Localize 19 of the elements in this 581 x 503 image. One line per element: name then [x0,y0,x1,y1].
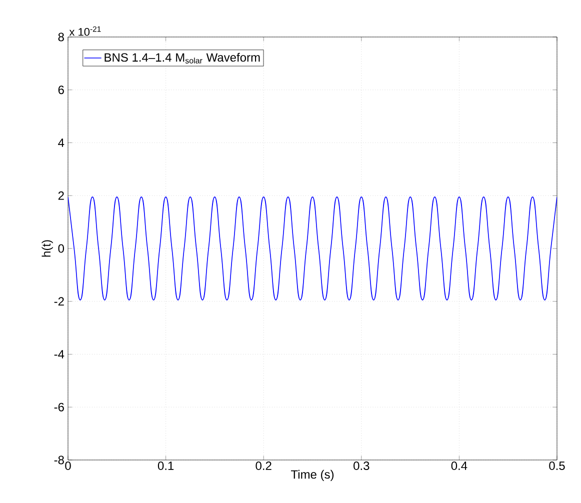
x-tick-label: 0.1 [158,462,174,470]
y-tick-label: 2 [58,191,64,200]
x-axis-title: Time (s) [290,470,334,482]
x-tick-label: 0.2 [256,462,272,470]
y-tick-label: 4 [58,138,64,147]
legend-label: BNS 1.4–1.4 M$_{solar}$ Waveform [104,52,260,64]
y-axis-title: h(t) [42,240,53,257]
y-tick-label: -6 [54,402,64,412]
x-tick-label: 0.4 [451,462,468,470]
text: x 10$^{-21}$ [69,26,101,36]
y-tick-label: 8 [58,32,64,42]
x-tick-label: 0.3 [354,462,370,470]
y-tick-label: 6 [58,86,64,94]
y-tick-label: -8 [54,456,64,464]
x-tick-label: 0.5 [549,462,565,470]
x-tick-label: 0 [65,462,71,470]
y-tick-label: 0 [58,244,64,253]
y-tick-label: -4 [54,350,64,358]
y-tick-label: -2 [54,297,64,306]
